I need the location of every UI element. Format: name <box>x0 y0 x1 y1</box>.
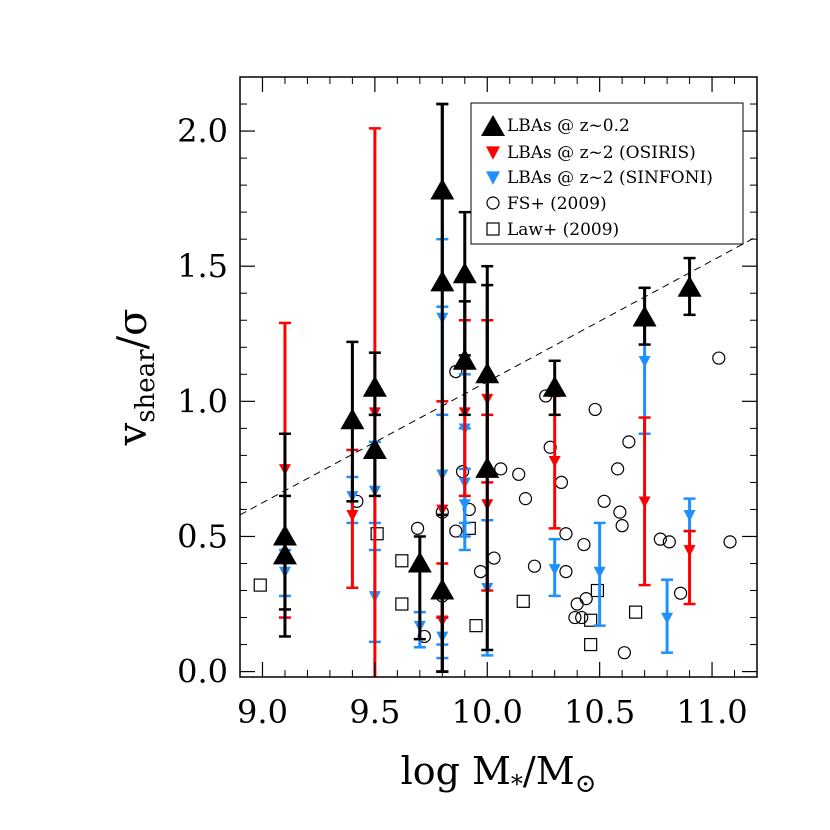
x-tick-label: 11.0 <box>676 693 747 731</box>
data-point <box>512 467 526 481</box>
data-point <box>575 610 589 625</box>
data-point <box>683 545 696 557</box>
data-point <box>458 499 471 511</box>
data-point <box>548 455 561 468</box>
data-point <box>712 351 726 365</box>
data-point <box>395 554 409 568</box>
data-point <box>677 275 702 297</box>
data-point <box>661 612 674 625</box>
legend-label: LBAs @ z~2 (OSIRIS) <box>507 143 696 163</box>
y-tick-label: 1.0 <box>177 382 228 420</box>
legend-entry-law2009: Law+ (2009) <box>486 220 619 240</box>
legend-entry-lba_osiris: LBAs @ z~2 (OSIRIS) <box>486 143 696 163</box>
reference-line-dashed <box>240 236 757 516</box>
data-point <box>407 551 432 573</box>
series-law2009 <box>253 521 643 652</box>
legend-marker <box>486 222 500 236</box>
data-point <box>613 505 627 519</box>
data-point <box>494 462 508 476</box>
data-point <box>559 527 573 541</box>
data-point <box>449 524 463 538</box>
data-point <box>629 605 643 619</box>
legend-label: LBAs @ z~0.2 <box>507 116 630 136</box>
data-point <box>430 270 455 292</box>
data-point <box>617 646 631 660</box>
data-point <box>462 502 476 517</box>
data-point <box>638 496 651 508</box>
data-point <box>272 543 297 565</box>
legend-label: Law+ (2009) <box>507 220 619 240</box>
data-point <box>340 408 365 430</box>
data-point <box>577 537 591 552</box>
y-axis-label: vshear/σ <box>110 309 161 447</box>
y-tick-label: 2.0 <box>177 112 228 150</box>
data-point <box>632 305 657 327</box>
data-point <box>593 566 606 579</box>
series-lba_z02 <box>272 102 702 673</box>
legend-entry-lba_sinfoni: LBAs @ z~2 (SINFONI) <box>486 168 713 188</box>
legend-entry-lba_z02: LBAs @ z~0.2 <box>481 115 630 136</box>
data-point <box>346 510 359 522</box>
y-tick-label: 0.5 <box>177 517 228 555</box>
legend: LBAs @ z~0.2 LBAs @ z~2 (OSIRIS) LBAs @ z~… <box>470 102 744 245</box>
data-point <box>543 440 557 454</box>
data-point <box>475 456 500 478</box>
data-point <box>579 592 593 606</box>
x-axis-label: log M*/M⊙ <box>401 749 597 799</box>
data-point <box>584 613 598 627</box>
data-point <box>452 348 477 370</box>
data-point <box>611 462 625 476</box>
data-point <box>559 564 573 579</box>
legend-box <box>470 102 744 245</box>
reference-line-layer <box>240 236 757 516</box>
data-point <box>590 583 605 598</box>
marks-layer <box>253 102 737 677</box>
y-tick-label: 1.5 <box>177 247 228 285</box>
data-point <box>518 492 533 506</box>
data-point <box>615 519 629 533</box>
legend-entry-fs2009: FS+ (2009) <box>486 194 607 214</box>
x-tick-label: 10.0 <box>452 693 523 731</box>
data-point <box>516 594 530 608</box>
data-point <box>452 262 477 284</box>
data-point <box>455 464 470 479</box>
data-point <box>723 535 737 549</box>
data-point <box>638 355 651 368</box>
plot-frame <box>239 76 758 678</box>
data-point <box>253 578 267 592</box>
data-point <box>410 521 425 535</box>
x-tick-label: 9.0 <box>237 693 288 731</box>
legend-label: LBAs @ z~2 (SINFONI) <box>507 168 713 188</box>
data-point <box>673 586 688 600</box>
data-point <box>588 402 602 417</box>
data-point <box>417 629 431 644</box>
y-tick-label: 0.0 <box>177 653 228 691</box>
legend-marker <box>486 146 500 160</box>
data-point <box>362 437 387 459</box>
data-point <box>653 532 667 546</box>
data-point <box>548 564 561 576</box>
x-tick-label: 10.5 <box>564 693 635 731</box>
data-point <box>469 619 483 633</box>
data-point <box>362 375 387 397</box>
data-point <box>597 494 611 508</box>
data-point <box>430 578 455 600</box>
data-point <box>568 610 582 625</box>
data-point <box>683 510 696 522</box>
legend-marker <box>486 196 500 210</box>
legend-label: FS+ (2009) <box>507 194 607 214</box>
data-point <box>542 375 567 397</box>
tick-labels-layer: 9.0 9.5 10.0 10.5 11.0 0.0 0.5 1.0 1.5 2.0 <box>177 112 748 731</box>
legend-marker <box>486 171 500 185</box>
data-point <box>395 597 409 611</box>
data-point <box>584 637 598 652</box>
x-tick-label: 9.5 <box>349 693 400 731</box>
data-point <box>370 527 384 541</box>
data-point <box>662 535 676 549</box>
data-point <box>527 559 542 573</box>
data-point <box>622 435 636 449</box>
ticks-layer <box>240 77 757 677</box>
legend-marker <box>481 115 505 136</box>
